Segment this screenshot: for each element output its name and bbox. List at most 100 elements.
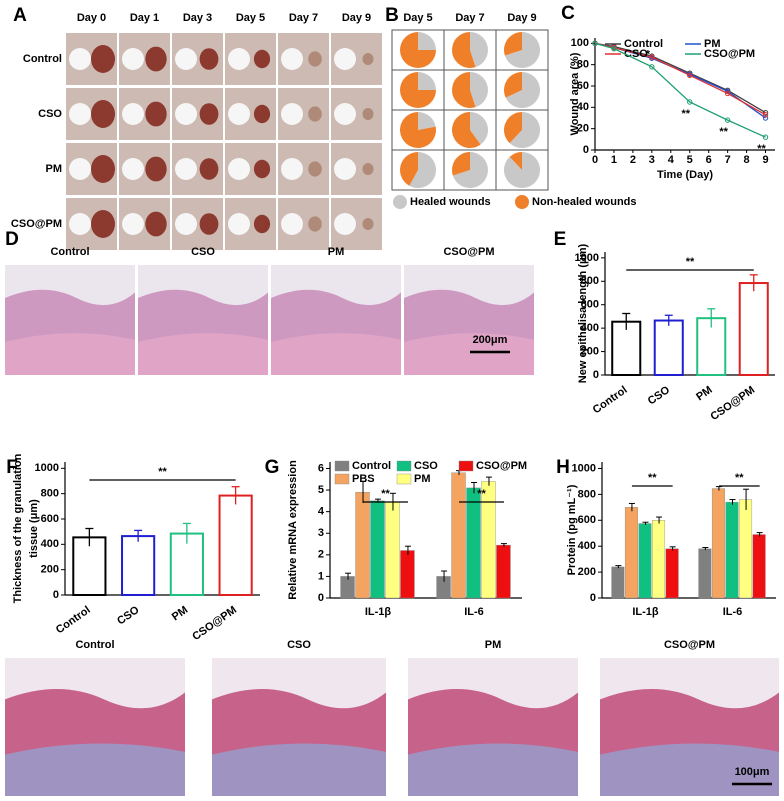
tissue-lower (5, 743, 185, 796)
photo-wound (362, 108, 374, 120)
column-label: Day 1 (130, 12, 159, 24)
y-tick-label: 200 (581, 345, 599, 357)
significance: ** (381, 488, 390, 500)
bar (653, 319, 684, 376)
photo-wound (91, 45, 115, 73)
legend-label: Control (352, 460, 391, 472)
panel-letter: E (554, 229, 567, 250)
column-label: Day 9 (342, 12, 371, 24)
y-tick-label: 5 (318, 484, 324, 496)
pie-slice (452, 32, 476, 68)
bar (370, 500, 385, 599)
x-tick-label: Control (591, 384, 630, 416)
pie-slice (504, 112, 522, 144)
x-tick-label: 6 (706, 154, 712, 166)
legend-label: Control (624, 38, 663, 50)
bar (611, 566, 625, 599)
legend-label: CSO (414, 460, 438, 472)
photo-disc (334, 158, 356, 180)
photo-disc (281, 213, 303, 235)
x-tick-label: IL-1β (632, 606, 659, 618)
legend-swatch (458, 460, 474, 472)
photo-disc (175, 48, 197, 70)
panel-letter: F (6, 457, 18, 478)
photo-wound (253, 214, 271, 234)
x-axis-label: Time (Day) (657, 169, 713, 181)
bar (698, 548, 712, 599)
x-tick-label: IL-6 (723, 606, 743, 618)
x-tick-label: PM (694, 384, 714, 403)
annotation: ** (719, 126, 728, 138)
photo-disc (334, 103, 356, 125)
x-tick-label: CSO (115, 604, 142, 628)
legend-swatch (396, 460, 412, 472)
bar (725, 501, 739, 599)
data-point (724, 117, 731, 123)
y-tick-label: 20 (577, 123, 589, 135)
panel-letter: C (561, 3, 575, 24)
photo-wound (308, 216, 322, 232)
y-tick-label: 0 (318, 592, 324, 604)
pie-slice (418, 112, 436, 130)
photo-wound (253, 49, 271, 69)
photo-wound (199, 213, 219, 235)
row-label: CSO@PM (11, 218, 62, 230)
tissue-lower (138, 333, 268, 375)
legend-label: PBS (352, 473, 375, 485)
x-tick-label: 0 (592, 154, 598, 166)
image-label: PM (328, 246, 345, 258)
legend-swatch (334, 460, 350, 472)
x-tick-label: 3 (649, 154, 655, 166)
photo-wound (308, 161, 322, 177)
panel-letter: B (385, 5, 399, 26)
column-label: Day 7 (455, 12, 484, 24)
legend-label: CSO@PM (704, 48, 755, 60)
y-axis-label: tissue (μm) (28, 499, 40, 558)
bar (400, 550, 415, 599)
series-line (594, 42, 766, 138)
bar (638, 523, 652, 599)
x-tick-label: 2 (630, 154, 636, 166)
image-label: Control (75, 639, 114, 651)
y-tick-label: 200 (578, 566, 596, 578)
y-axis-label: New epithelisa length (μm) (577, 243, 589, 383)
data-point (649, 64, 655, 70)
pie-slice (470, 112, 489, 145)
x-tick-label: IL-1β (365, 606, 392, 618)
photo-wound (199, 158, 219, 180)
x-tick-label: 1 (611, 154, 617, 166)
y-tick-label: 0 (593, 369, 599, 381)
pie-slice (418, 32, 436, 50)
bar (451, 472, 466, 599)
image-label: CSO (287, 639, 311, 651)
y-tick-label: 60 (577, 80, 589, 92)
row-label: PM (46, 163, 63, 175)
column-label: Day 0 (77, 12, 106, 24)
y-tick-label: 0 (583, 144, 589, 156)
bar (466, 487, 481, 599)
bar (739, 499, 753, 599)
bar (496, 544, 511, 599)
photo-wound (308, 106, 322, 122)
pie-slice (505, 72, 540, 109)
x-tick-label: IL-6 (464, 606, 484, 618)
photo-disc (69, 213, 91, 235)
photo-disc (69, 103, 91, 125)
y-tick-label: 2 (318, 549, 324, 561)
y-axis-label: Thickness of the granulation (12, 453, 24, 603)
legend-label: Non-healed wounds (532, 196, 637, 208)
tissue-lower (408, 743, 578, 796)
y-axis-label: Wound area (%) (569, 52, 581, 135)
y-tick-label: 400 (41, 538, 59, 550)
legend-swatch (396, 473, 412, 485)
y-tick-label: 800 (578, 488, 596, 500)
photo-disc (122, 213, 144, 235)
scale-bar-label: 200μm (473, 334, 508, 346)
photo-wound (253, 104, 271, 124)
pie-slice (509, 112, 541, 148)
pie-slice (504, 32, 522, 56)
pie-slice (509, 152, 522, 170)
bar (752, 534, 766, 599)
photo-disc (228, 213, 250, 235)
